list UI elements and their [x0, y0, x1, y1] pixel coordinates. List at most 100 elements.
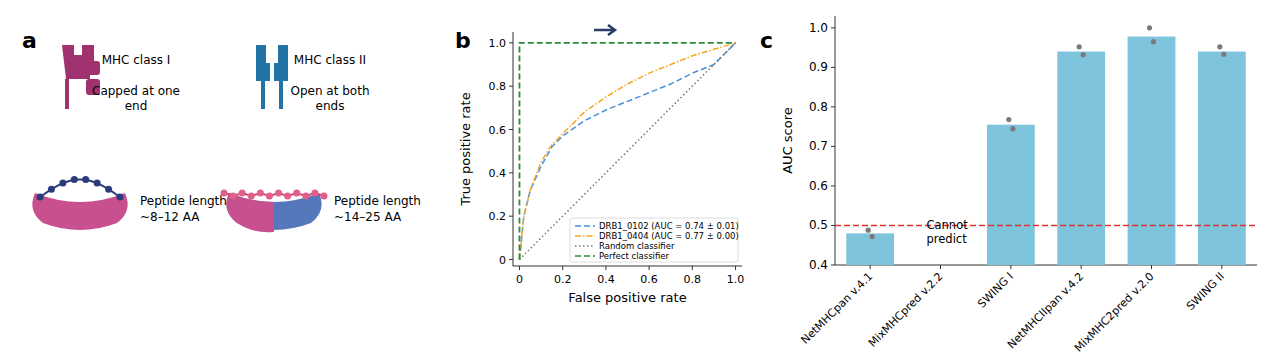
peptide-residue — [321, 193, 328, 200]
x-tick — [519, 266, 520, 270]
plot-area — [835, 25, 1257, 265]
replicate-point — [1147, 25, 1152, 30]
peptide-residue — [221, 190, 228, 197]
x-tick-label: NetMHCIIpan v.4.2 — [1005, 270, 1086, 351]
receptor-icon — [279, 81, 283, 109]
y-tick — [831, 27, 835, 28]
x-tick-label: 0.2 — [554, 273, 572, 286]
y-axis-label: AUC score — [780, 107, 795, 174]
x-tick — [870, 265, 871, 269]
panel-label: a — [22, 28, 37, 53]
peptide-residue — [284, 193, 291, 200]
panel-label: c — [760, 28, 773, 53]
y-tick-label: 0.6 — [809, 179, 828, 193]
y-tick — [509, 42, 513, 43]
peptide-residue — [94, 179, 101, 186]
x-tick — [1221, 265, 1222, 269]
x-axis-label: False positive rate — [568, 290, 686, 305]
peptide-residue — [59, 179, 66, 186]
replicate-point — [1217, 44, 1222, 49]
y-tick — [509, 86, 513, 87]
peptide-chain — [40, 179, 120, 197]
peptide-residue — [82, 176, 89, 183]
x-tick — [1081, 265, 1082, 269]
receptor-icon — [274, 45, 288, 81]
legend-label: Perfect classifier — [599, 251, 670, 261]
x-tick-label: 0.8 — [684, 273, 702, 286]
y-tick — [831, 67, 835, 68]
peptide-residue — [117, 194, 124, 201]
y-tick — [509, 259, 513, 260]
replicate-point — [870, 234, 875, 239]
y-axis — [835, 16, 836, 265]
item-description: Open at both — [290, 84, 369, 98]
bar — [846, 233, 894, 265]
legend-label: DRB1_0404 (AUC = 0.77 ± 0.00) — [599, 231, 739, 241]
y-tick — [831, 265, 835, 266]
peptide-residue — [48, 186, 55, 193]
peptide-residue — [293, 190, 300, 197]
legend-label: DRB1_0102 (AUC = 0.74 ± 0.01) — [599, 221, 739, 231]
item-description: end — [125, 99, 148, 113]
y-tick — [831, 185, 835, 186]
legend-swatch — [575, 235, 595, 237]
x-axis — [513, 266, 742, 267]
replicate-point — [866, 228, 871, 233]
x-tick — [649, 266, 650, 270]
y-tick-label: 0.6 — [489, 124, 507, 137]
y-tick — [831, 146, 835, 147]
bar — [987, 125, 1035, 265]
y-tick-label: 0.4 — [489, 167, 507, 180]
x-tick-label: 0.6 — [640, 273, 658, 286]
peptide-residue — [248, 193, 255, 200]
peptide-length: ~14–25 AA — [334, 210, 402, 224]
peptide-residue — [230, 193, 237, 200]
y-tick-label: 0.8 — [489, 80, 507, 93]
y-tick — [509, 129, 513, 130]
item-description: Capped at one — [92, 84, 180, 98]
y-tick-label: 0.2 — [489, 210, 507, 223]
item-title: MHC class II — [294, 53, 366, 67]
peptide-residue — [266, 193, 273, 200]
replicate-point — [1010, 126, 1015, 131]
y-tick — [509, 216, 513, 217]
x-tick-label: SWING I — [975, 270, 1016, 311]
x-axis — [835, 265, 1257, 266]
y-tick-label: 0.9 — [809, 60, 828, 74]
panel-label: b — [455, 28, 471, 53]
peptide-length: Peptide length — [140, 194, 227, 208]
item-description: ends — [316, 99, 345, 113]
item-title: MHC class I — [102, 53, 171, 67]
y-axis-label: True positive rate — [458, 92, 473, 206]
replicate-point — [1006, 117, 1011, 122]
y-tick — [831, 106, 835, 107]
peptide-residue — [37, 194, 44, 201]
x-tick-label: MixMHC2pred v.2.0 — [1072, 270, 1157, 355]
replicate-point — [1221, 52, 1226, 57]
y-tick-label: 0.8 — [809, 100, 828, 114]
groove — [32, 193, 127, 230]
x-tick-label: 0 — [516, 273, 523, 286]
mhc-item: MHC class IIOpen at bothendsPeptide leng… — [221, 45, 421, 232]
legend: DRB1_0102 (AUC = 0.74 ± 0.01)DRB1_0404 (… — [570, 218, 739, 262]
replicate-point — [1077, 44, 1082, 49]
replicate-point — [1081, 52, 1086, 57]
groove — [226, 193, 274, 232]
peptide-residue — [311, 190, 318, 197]
x-tick — [1010, 265, 1011, 269]
x-tick — [562, 266, 563, 270]
y-tick-label: 0.7 — [809, 139, 828, 153]
annotation: predict — [927, 232, 968, 246]
y-tick-label: 0.5 — [809, 218, 828, 232]
annotation: Cannot — [927, 218, 969, 232]
receptor-icon — [65, 79, 69, 109]
arrow — [594, 25, 615, 35]
legend-swatch — [575, 225, 595, 227]
bar — [1198, 52, 1246, 265]
peptide-residue — [275, 190, 282, 197]
mhc-item: MHC class I Capped at oneend Peptide lengt… — [32, 45, 227, 230]
peptide-residue — [105, 186, 112, 193]
y-tick — [831, 225, 835, 226]
y-tick-label: 0 — [499, 254, 506, 267]
y-tick — [509, 172, 513, 173]
